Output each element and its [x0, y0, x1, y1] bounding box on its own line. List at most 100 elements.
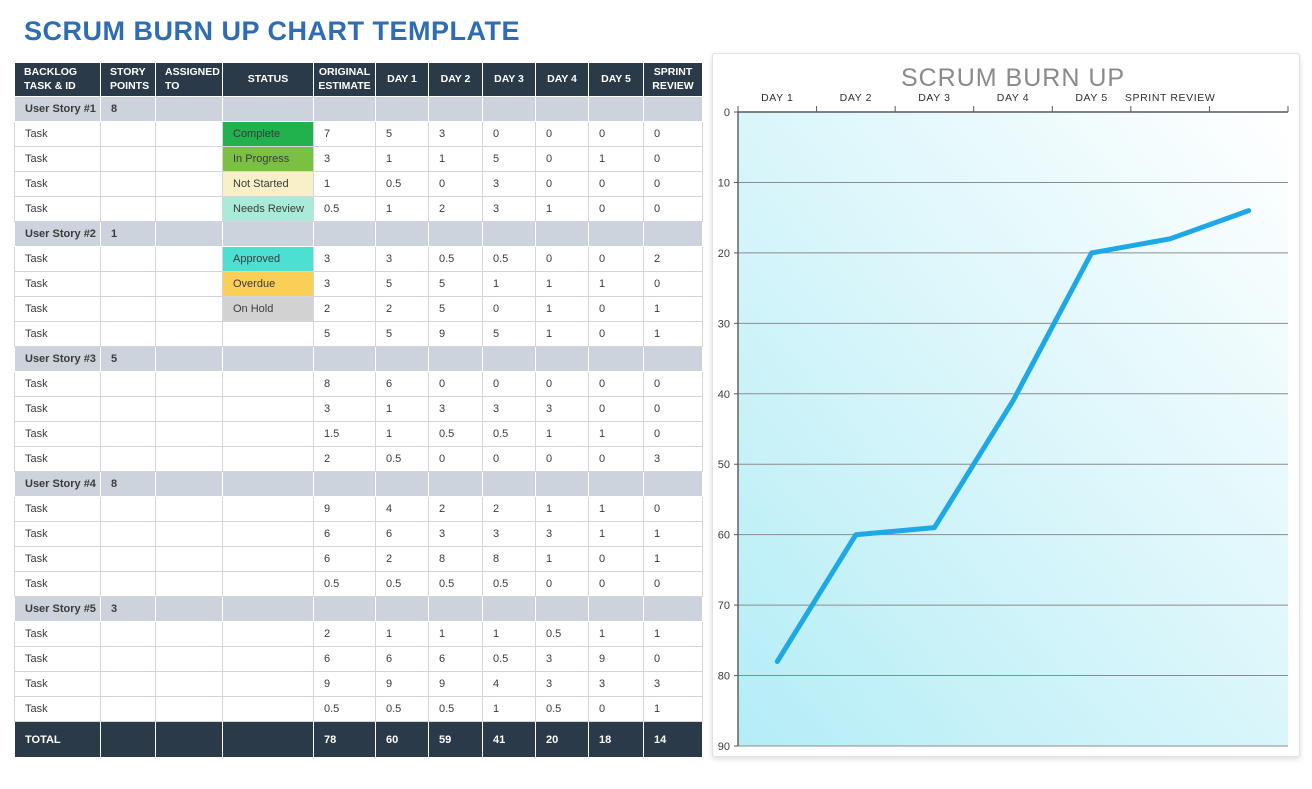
assigned-to-cell[interactable] [155, 321, 223, 347]
value-cell[interactable]: 5 [313, 321, 376, 347]
story-points-cell[interactable]: 1 [100, 221, 156, 247]
value-cell[interactable]: 4 [375, 496, 429, 522]
assigned-to-cell[interactable] [155, 271, 223, 297]
value-cell[interactable]: 6 [313, 521, 376, 547]
value-cell[interactable]: 0.5 [313, 571, 376, 597]
value-cell[interactable]: 1 [482, 271, 536, 297]
value-cell[interactable]: 9 [313, 671, 376, 697]
value-cell[interactable]: 0 [535, 446, 589, 472]
value-cell[interactable]: 1 [643, 546, 703, 572]
value-cell[interactable]: 0.5 [375, 446, 429, 472]
value-cell[interactable]: 0 [643, 646, 703, 672]
empty-cell[interactable] [588, 346, 644, 372]
status-cell[interactable] [222, 571, 314, 597]
value-cell[interactable]: 8 [428, 546, 483, 572]
task-label-cell[interactable]: Task [14, 521, 101, 547]
empty-cell[interactable] [222, 346, 314, 372]
value-cell[interactable]: 2 [375, 546, 429, 572]
empty-cell[interactable] [643, 346, 703, 372]
value-cell[interactable]: 9 [428, 671, 483, 697]
empty-cell[interactable] [375, 596, 429, 622]
value-cell[interactable]: 1 [375, 621, 429, 647]
value-cell[interactable]: 1 [428, 146, 483, 172]
status-cell[interactable] [222, 671, 314, 697]
task-label-cell[interactable]: Task [14, 496, 101, 522]
value-cell[interactable]: 3 [535, 671, 589, 697]
value-cell[interactable]: 0 [588, 171, 644, 197]
status-cell[interactable] [222, 696, 314, 722]
value-cell[interactable]: 0 [535, 246, 589, 272]
value-cell[interactable]: 0 [643, 571, 703, 597]
value-cell[interactable]: 5 [375, 121, 429, 147]
value-cell[interactable]: 0 [588, 321, 644, 347]
empty-cell[interactable] [222, 96, 314, 122]
status-cell[interactable] [222, 396, 314, 422]
status-cell[interactable] [222, 496, 314, 522]
user-story-label[interactable]: User Story #4 [14, 471, 101, 497]
user-story-label[interactable]: User Story #1 [14, 96, 101, 122]
story-points-cell[interactable] [100, 396, 156, 422]
task-label-cell[interactable]: Task [14, 671, 101, 697]
value-cell[interactable]: 3 [428, 121, 483, 147]
value-cell[interactable]: 0 [588, 246, 644, 272]
value-cell[interactable]: 1 [428, 621, 483, 647]
value-cell[interactable]: 0 [482, 371, 536, 397]
status-cell[interactable] [222, 621, 314, 647]
story-points-cell[interactable]: 5 [100, 346, 156, 372]
empty-cell[interactable] [535, 346, 589, 372]
task-label-cell[interactable]: Task [14, 571, 101, 597]
task-label-cell[interactable]: Task [14, 121, 101, 147]
status-cell[interactable] [222, 546, 314, 572]
assigned-to-cell[interactable] [155, 171, 223, 197]
assigned-to-cell[interactable] [155, 496, 223, 522]
value-cell[interactable]: 0 [588, 446, 644, 472]
value-cell[interactable]: 0.5 [375, 171, 429, 197]
value-cell[interactable]: 1 [375, 196, 429, 222]
assigned-to-cell[interactable] [155, 696, 223, 722]
empty-cell[interactable] [155, 471, 223, 497]
value-cell[interactable]: 0.5 [375, 571, 429, 597]
value-cell[interactable]: 2 [313, 446, 376, 472]
value-cell[interactable]: 3 [535, 396, 589, 422]
story-points-cell[interactable]: 3 [100, 596, 156, 622]
value-cell[interactable]: 6 [313, 646, 376, 672]
value-cell[interactable]: 6 [428, 646, 483, 672]
empty-cell[interactable] [313, 221, 376, 247]
value-cell[interactable]: 6 [375, 371, 429, 397]
empty-cell[interactable] [482, 221, 536, 247]
empty-cell[interactable] [535, 471, 589, 497]
empty-cell[interactable] [482, 471, 536, 497]
empty-cell[interactable] [375, 471, 429, 497]
value-cell[interactable]: 1 [588, 146, 644, 172]
assigned-to-cell[interactable] [155, 446, 223, 472]
value-cell[interactable]: 0.5 [482, 421, 536, 447]
assigned-to-cell[interactable] [155, 196, 223, 222]
story-points-cell[interactable] [100, 696, 156, 722]
value-cell[interactable]: 2 [313, 621, 376, 647]
value-cell[interactable]: 1 [535, 496, 589, 522]
status-cell[interactable] [222, 321, 314, 347]
value-cell[interactable]: 1 [535, 296, 589, 322]
empty-cell[interactable] [155, 346, 223, 372]
value-cell[interactable]: 0 [588, 196, 644, 222]
value-cell[interactable]: 0 [535, 571, 589, 597]
value-cell[interactable]: 8 [313, 371, 376, 397]
value-cell[interactable]: 0 [535, 121, 589, 147]
empty-cell[interactable] [222, 221, 314, 247]
value-cell[interactable]: 3 [313, 146, 376, 172]
value-cell[interactable]: 0 [482, 446, 536, 472]
empty-cell[interactable] [313, 346, 376, 372]
story-points-cell[interactable] [100, 146, 156, 172]
user-story-label[interactable]: User Story #5 [14, 596, 101, 622]
value-cell[interactable]: 0 [643, 271, 703, 297]
value-cell[interactable]: 1 [535, 421, 589, 447]
value-cell[interactable]: 0 [482, 296, 536, 322]
story-points-cell[interactable] [100, 521, 156, 547]
value-cell[interactable]: 1 [375, 396, 429, 422]
empty-cell[interactable] [643, 221, 703, 247]
status-cell[interactable] [222, 421, 314, 447]
value-cell[interactable]: 1 [375, 146, 429, 172]
value-cell[interactable]: 3 [428, 396, 483, 422]
empty-cell[interactable] [535, 96, 589, 122]
value-cell[interactable]: 0.5 [313, 196, 376, 222]
